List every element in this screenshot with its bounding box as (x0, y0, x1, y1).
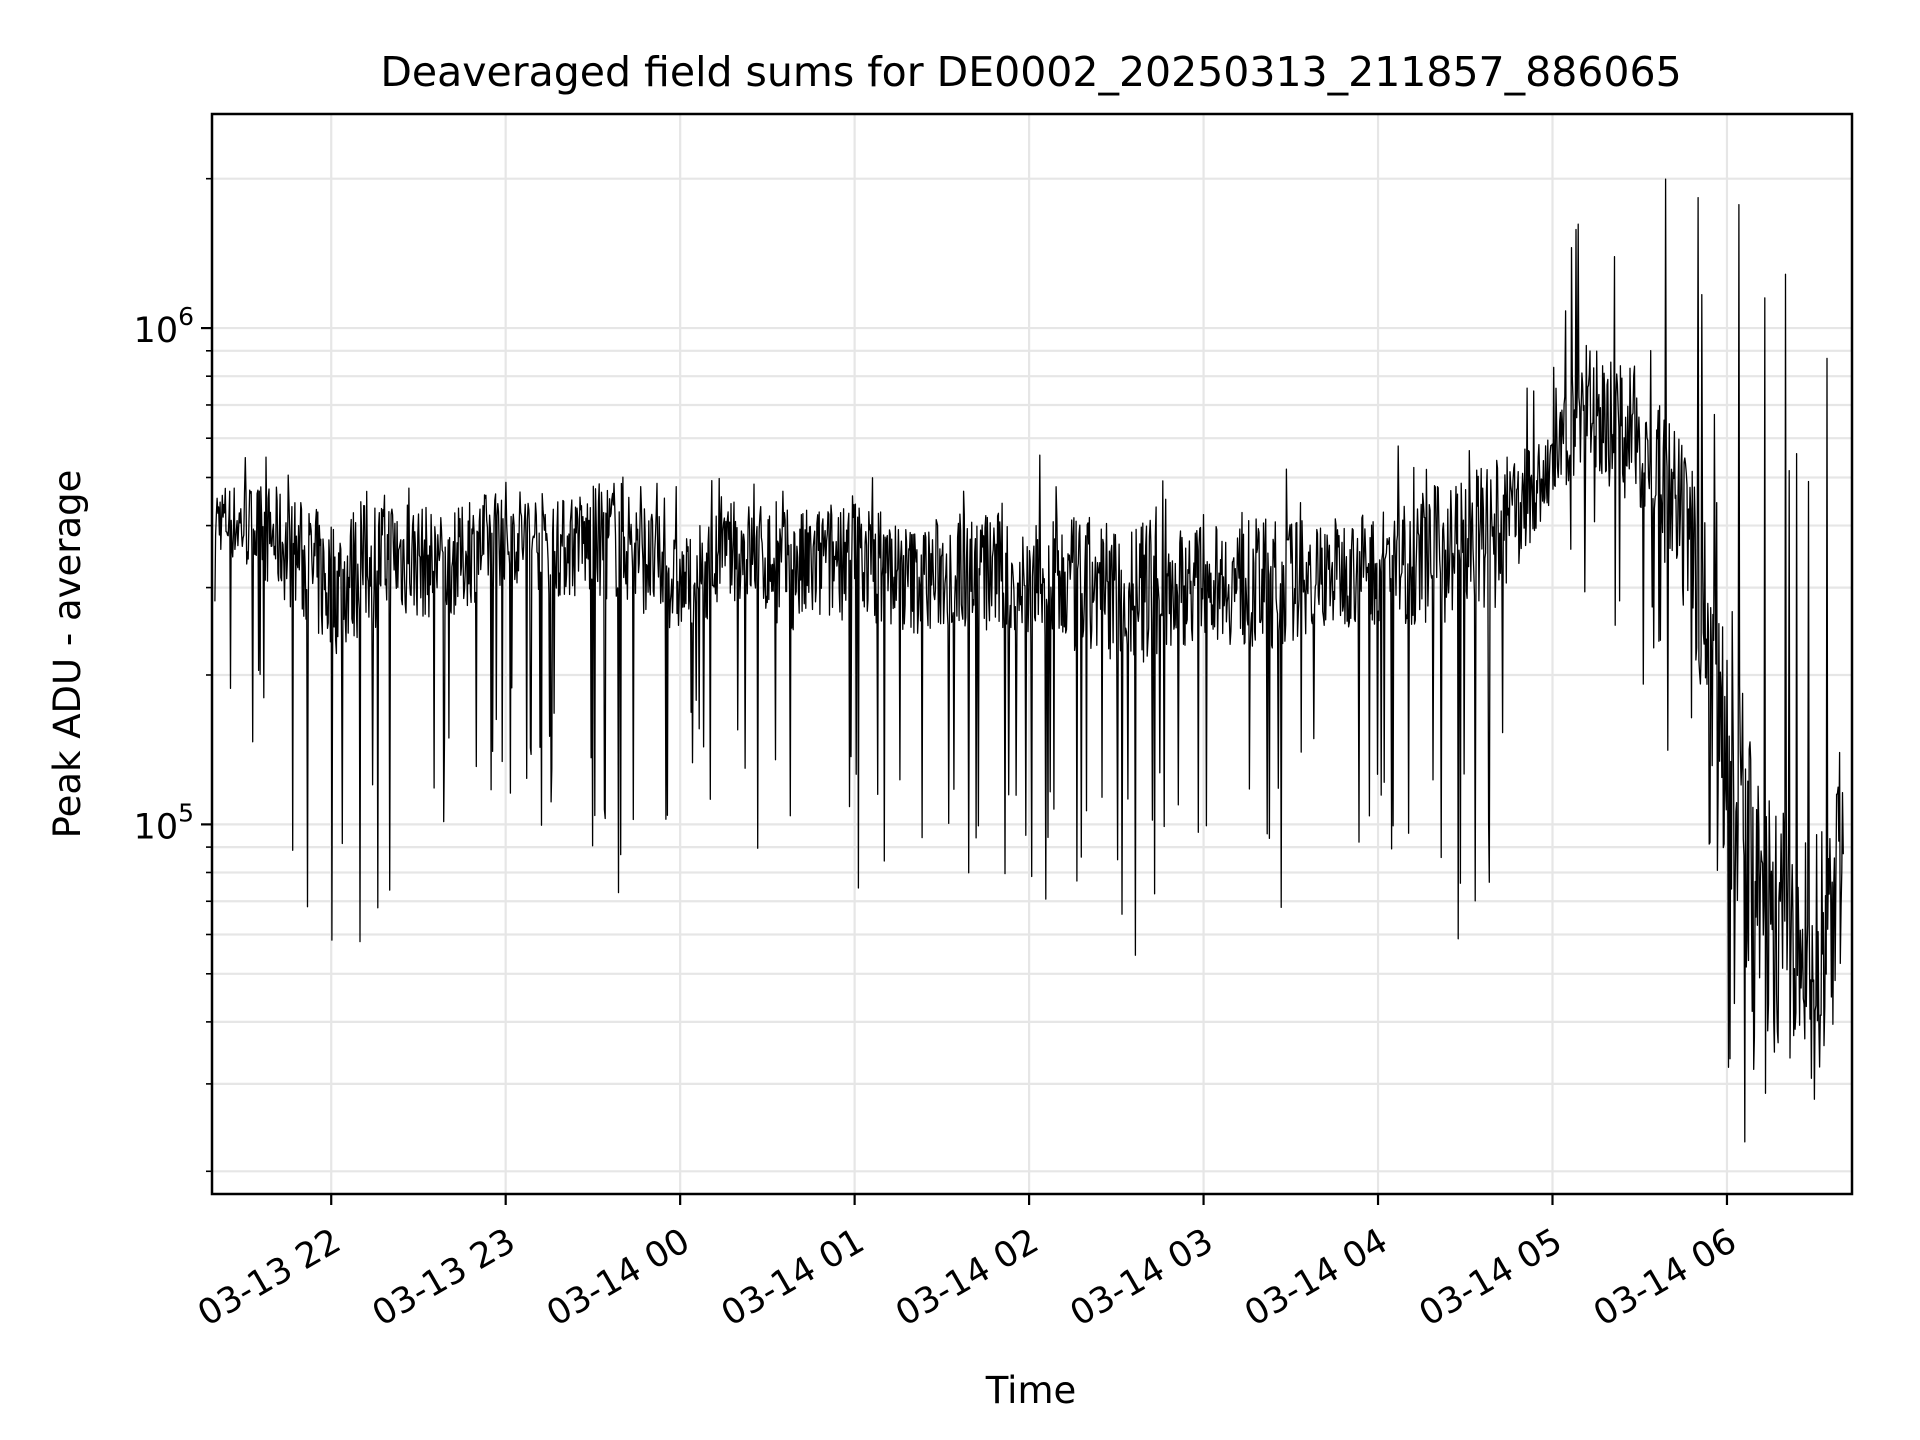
series-layer (214, 178, 1844, 1143)
plot-frame (210, 112, 1854, 1196)
series-line (214, 178, 1844, 1143)
y-tick-label-base: 10 (134, 807, 179, 847)
x-axis-label: Time (985, 1369, 1077, 1412)
y-tick-label-exponent: 6 (178, 302, 194, 331)
y-axis-label: Peak ADU - average (46, 470, 89, 839)
grid (212, 114, 1852, 1194)
y-tick-label: 105 (134, 798, 194, 847)
y-tick-label-base: 10 (134, 311, 179, 351)
y-tick-label: 106 (134, 302, 194, 351)
y-tick-label-exponent: 5 (178, 798, 194, 827)
chart-title: Deaveraged field sums for DE0002_2025031… (380, 48, 1681, 96)
